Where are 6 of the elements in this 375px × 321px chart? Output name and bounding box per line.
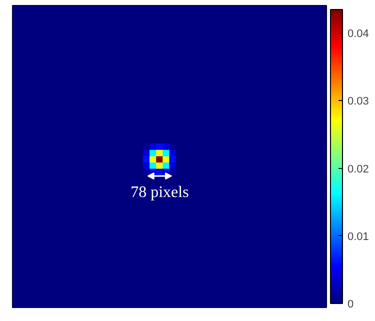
color-bar-label: 0.01	[348, 230, 369, 243]
color-bar-label: 0	[348, 298, 354, 310]
color-bar-label: 0.04	[348, 28, 369, 40]
color-bar-label: 0.02	[348, 163, 369, 176]
annotation: 78 pixels	[130, 184, 189, 201]
color-bar-label: 0.03	[348, 96, 369, 108]
